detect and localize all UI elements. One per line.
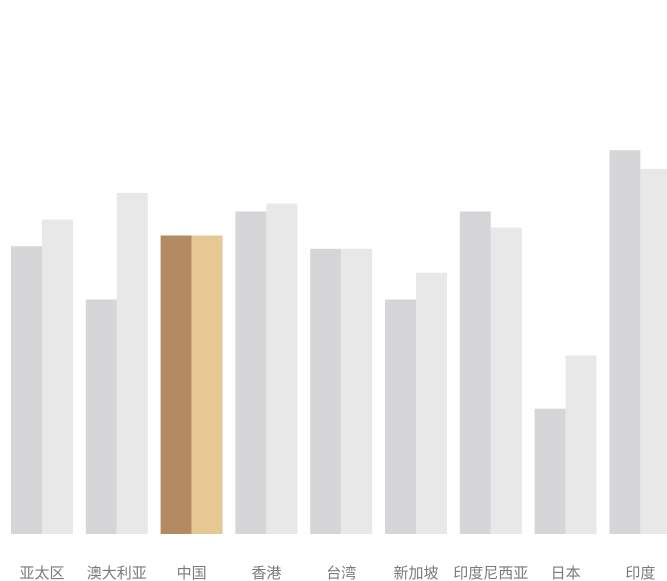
- bar-1-6: [459, 211, 491, 534]
- bar-2-2: [191, 235, 223, 534]
- bar-1-0: [11, 246, 42, 534]
- bar-2-5: [416, 272, 447, 534]
- bars-group: [11, 150, 667, 535]
- bar-1-3: [235, 211, 267, 534]
- bar-2-4: [341, 248, 373, 535]
- bar-1-2: [160, 235, 192, 534]
- bar-2-8: [640, 168, 667, 534]
- x-tick-label: 印度尼西亚: [453, 564, 528, 581]
- x-tick-label: 新加坡: [393, 564, 438, 581]
- x-tick-label: 日本: [551, 564, 581, 581]
- x-tick-label: 亚太区: [19, 564, 64, 581]
- bar-1-7: [534, 408, 566, 534]
- bar-2-0: [42, 219, 73, 534]
- bar-1-1: [85, 299, 117, 534]
- x-tick-label: 香港: [251, 564, 281, 581]
- bar-1-8: [609, 150, 641, 534]
- bar-2-1: [116, 192, 148, 534]
- bar-2-6: [490, 227, 522, 534]
- bar-2-7: [565, 355, 597, 534]
- bar-1-4: [310, 248, 342, 535]
- category-labels: 亚太区 澳大利亚 中国 香港 台湾 新加坡 印度尼西亚 日本 印度: [19, 564, 655, 581]
- x-tick-label: 台湾: [326, 564, 356, 581]
- bar-2-3: [266, 203, 298, 534]
- x-tick-label: 中国: [177, 564, 207, 581]
- bar-1-5: [385, 299, 416, 534]
- x-tick-label: 澳大利亚: [87, 564, 147, 581]
- x-tick-label: 印度: [625, 564, 655, 581]
